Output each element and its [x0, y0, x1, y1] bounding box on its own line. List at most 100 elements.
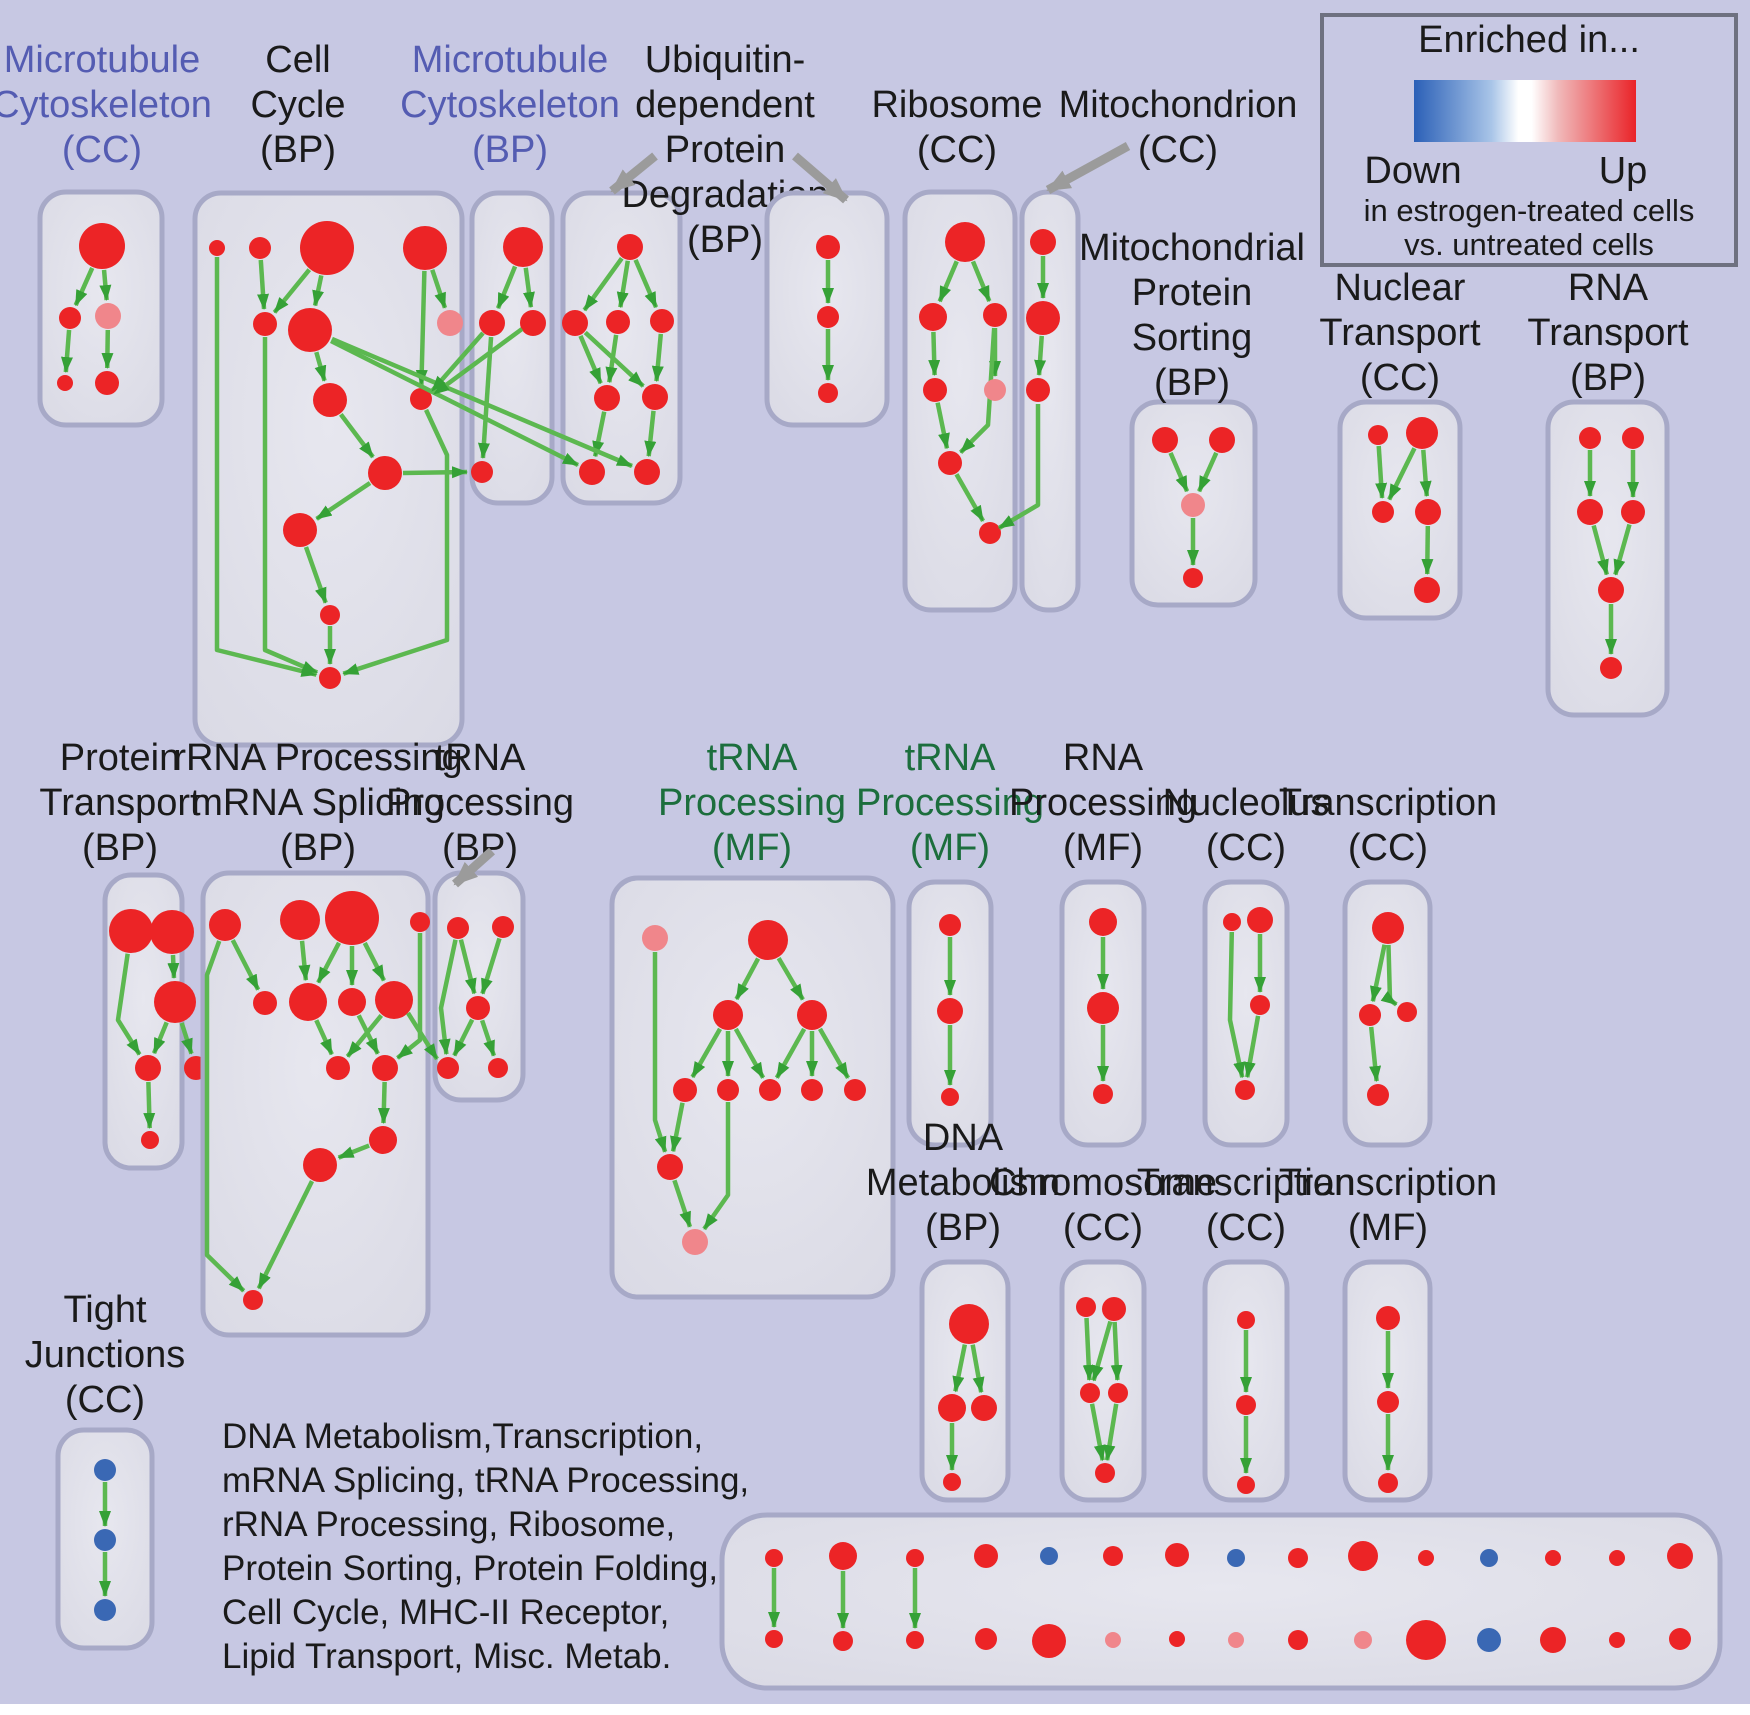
- transcription-mf-label-line-0: Transcription: [1279, 1162, 1497, 1204]
- ribosome-cc-go-term-node-4: [984, 379, 1006, 401]
- ubiquitin-degradation-bp-left-go-term-node-2: [606, 310, 630, 334]
- cell-cycle-bp-edge: [262, 337, 319, 675]
- ubiquitin-right-pointer-icon: [792, 152, 849, 204]
- miscellaneous-terms-go-term-node-18: [975, 1628, 997, 1650]
- chromosome-cc-edge: [1089, 1403, 1106, 1462]
- ribosome-cc-go-term-node-1: [919, 303, 947, 331]
- ribosome-cc-label-line-1: (CC): [917, 129, 997, 171]
- cell-cycle-bp-edge: [272, 268, 312, 314]
- ubiquitin-degradation-bp-left-edge: [616, 260, 631, 309]
- microtubule-cytoskeleton-bp-label-line-2: (BP): [472, 129, 548, 171]
- legend-line2: vs. untreated cells: [1404, 227, 1654, 262]
- legend-up: Up: [1599, 150, 1648, 192]
- protein-transport-bp-go-term-node-2: [154, 981, 196, 1023]
- legend-down: Down: [1364, 150, 1461, 192]
- rna-transport-bp-edge: [1613, 523, 1632, 576]
- ubiquitin-degradation-bp-left-label-line-4: (BP): [687, 219, 763, 261]
- rrna-processing-mrna-splicing-bp-edge: [256, 1180, 315, 1290]
- microtubule-cytoskeleton-cc-go-term-node-0: [79, 223, 125, 269]
- nuclear-transport-cc-go-term-node-4: [1414, 577, 1440, 603]
- dna-metabolism-bp-go-term-node-1: [938, 1394, 966, 1422]
- miscellaneous-terms-go-term-node-13: [1609, 1550, 1625, 1566]
- ribosome-cc-edge: [937, 260, 959, 303]
- nuclear-transport-cc-go-term-node-3: [1415, 499, 1441, 525]
- trna-processing-mf-large-go-term-node-10: [682, 1229, 708, 1255]
- microtubule-cytoskeleton-cc-go-term-node-1: [59, 307, 81, 329]
- cell-cycle-bp-edge: [430, 269, 448, 309]
- ribosome-cc-go-term-node-6: [979, 522, 1001, 544]
- dna-metabolism-bp-go-term-node-0: [949, 1304, 989, 1344]
- transcription-mf-go-term-node-1: [1377, 1391, 1399, 1413]
- rrna-processing-mrna-splicing-bp-edge: [314, 1019, 334, 1056]
- ubiquitin-degradation-bp-left-label-line-0: Ubiquitin-: [645, 39, 806, 81]
- ribosome-cc-go-term-node-3: [923, 378, 947, 402]
- rna-processing-mf-go-term-node-1: [1087, 992, 1119, 1024]
- ubiquitin-degradation-bp-left-label-line-1: dependent: [635, 84, 815, 126]
- tight-junctions-cc-go-term-node-0: [94, 1459, 116, 1481]
- microtubule-cytoskeleton-cc-label-line-0: Microtubule: [4, 39, 200, 81]
- nuclear-transport-cc-go-term-node-2: [1372, 501, 1394, 523]
- dna-metabolism-bp-label-line-2: (BP): [925, 1207, 1001, 1249]
- microtubule-cytoskeleton-cc-go-term-node-4: [95, 371, 119, 395]
- mitochondrial-protein-sorting-bp-edge: [1197, 451, 1219, 493]
- ribosome-cc-edge: [928, 331, 941, 377]
- cell-cycle-to-ubiquitin-2: [331, 336, 633, 469]
- trna-processing-mf-small-label-line-1: Processing: [856, 782, 1044, 824]
- nucleolus-cc-box: [1202, 879, 1290, 1148]
- transcription-cc-upper-edge: [1370, 944, 1387, 1003]
- transcription-cc-upper-go-term-node-1: [1359, 1004, 1381, 1026]
- miscellaneous-terms-go-term-node-26: [1477, 1628, 1501, 1652]
- tight-junctions-cc-label-line-1: Junctions: [25, 1334, 186, 1376]
- rrna-processing-mrna-splicing-bp-go-term-node-12: [243, 1290, 263, 1310]
- tight-junctions-cc-go-term-node-1: [94, 1529, 116, 1551]
- cell-cycle-bp-go-term-node-8: [410, 388, 432, 410]
- trna-processing-mf-large-edge: [672, 1179, 693, 1228]
- cell-cycle-bp-go-term-node-12: [319, 667, 341, 689]
- ubiquitin-degradation-bp-left-go-term-node-3: [650, 309, 674, 333]
- cell-cycle-bp-label-line-2: (BP): [260, 129, 336, 171]
- trna-processing-bp-go-term-node-1: [492, 916, 514, 938]
- transcription-cc-upper-edge: [1368, 1026, 1382, 1083]
- ubiquitin-degradation-bp-left-edge: [583, 330, 645, 388]
- ubiquitin-degradation-bp-left-edge: [582, 257, 624, 312]
- transcription-cc-lower-go-term-node-2: [1237, 1476, 1255, 1494]
- mitochondrion-cc-go-term-node-2: [1026, 378, 1050, 402]
- cell-cycle-bp-go-term-node-9: [368, 456, 402, 490]
- ubiquitin-degradation-bp-left-edge: [651, 333, 664, 383]
- trna-processing-bp-go-term-node-4: [488, 1058, 508, 1078]
- cell-cycle-bp-label-line-1: Cycle: [250, 84, 345, 126]
- chromosome-cc-edge: [1091, 1320, 1113, 1382]
- trna-processing-mf-large-go-term-node-8: [844, 1079, 866, 1101]
- trna-processing-mf-small-label-line-0: tRNA: [905, 737, 996, 779]
- mitochondrial-protein-sorting-bp-go-term-node-3: [1183, 568, 1203, 588]
- microtubule-cytoskeleton-bp-go-term-node-1: [479, 310, 505, 336]
- tight-junctions-cc-label-line-0: Tight: [63, 1289, 147, 1331]
- trna-processing-mf-large-edge: [690, 1027, 722, 1079]
- trna-processing-bp-label-line-1: Processing: [386, 782, 574, 824]
- trna-processing-mf-large-go-term-node-7: [801, 1079, 823, 1101]
- miscellaneous-terms-go-term-node-0: [765, 1549, 783, 1567]
- transcription-mf-label-line-1: (MF): [1348, 1207, 1428, 1249]
- transcription-cc-lower-go-term-node-1: [1236, 1395, 1256, 1415]
- miscellaneous-terms: [719, 1512, 1723, 1691]
- microtubule-cytoskeleton-cc-go-term-node-3: [57, 375, 73, 391]
- footnote-line-3: Protein Sorting, Protein Folding,: [222, 1549, 718, 1588]
- nucleolus-cc-go-term-node-1: [1247, 907, 1273, 933]
- trna-processing-mf-large-edge: [733, 1027, 766, 1079]
- ubiquitin-degradation-bp-left-edge: [633, 258, 659, 309]
- nucleolus-cc-edge: [1243, 1015, 1261, 1079]
- transcription-cc-lower-go-term-node-0: [1237, 1311, 1255, 1329]
- transcription-mf: Transcription(MF): [1279, 1162, 1497, 1503]
- cell-cycle-bp-go-term-node-7: [313, 383, 347, 417]
- rna-processing-mf-go-term-node-0: [1089, 908, 1117, 936]
- mitochondrial-protein-sorting-bp-label-line-0: Mitochondrial: [1079, 227, 1305, 269]
- dna-metabolism-bp-box: [919, 1259, 1011, 1503]
